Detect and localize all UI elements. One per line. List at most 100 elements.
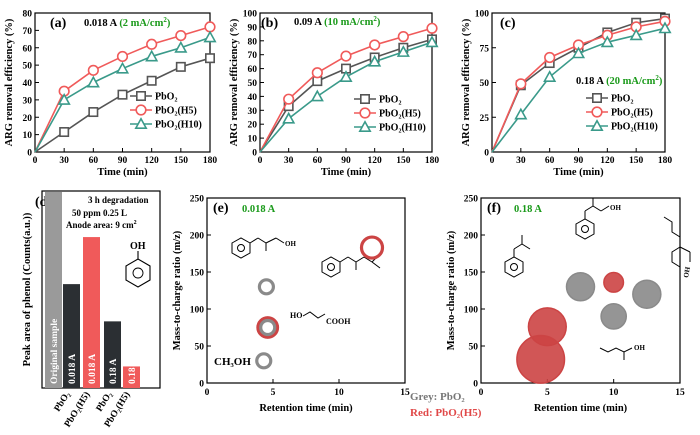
data-point-a-0 bbox=[146, 75, 157, 86]
panel-label-a: (a) bbox=[50, 16, 67, 31]
data-point-b-2 bbox=[396, 45, 410, 57]
y-tick-label-a: 10 bbox=[23, 131, 33, 141]
data-point-a-0 bbox=[175, 61, 186, 72]
x-tick-label-a: 30 bbox=[59, 156, 69, 166]
x-tick-label-b: 0 bbox=[258, 156, 263, 166]
condition-c-density: (20 mA/cm bbox=[606, 76, 656, 87]
panel-label-f: (f) bbox=[487, 201, 501, 216]
structure-glycolic-acid: HO COOH bbox=[290, 311, 351, 326]
x-tick-label-f: 15 bbox=[675, 388, 685, 398]
x-tick-label-f: 10 bbox=[609, 388, 619, 398]
data-point-a-0 bbox=[205, 53, 216, 64]
x-tick-label-c: 180 bbox=[658, 156, 673, 166]
y-tick-label-b: 10 bbox=[248, 135, 258, 145]
panel-e: (e) 0.018 A OH HO COOH bbox=[172, 195, 410, 415]
structure-methoxyacetic bbox=[599, 347, 633, 360]
note-degradation: 3 h degradation bbox=[88, 195, 149, 205]
bar-0 bbox=[45, 192, 62, 388]
y-tick-label-b: 60 bbox=[248, 65, 258, 75]
x-tick-label-f: 0 bbox=[479, 388, 484, 398]
y-tick-label-a: 50 bbox=[23, 62, 33, 72]
data-point-a-2 bbox=[203, 30, 217, 43]
y-axis-label-f: Mass-to-charge ratio (m/z) bbox=[446, 230, 457, 350]
legend-marker-c-2 bbox=[590, 119, 604, 131]
e-methanol-label: CH₃OH bbox=[214, 356, 251, 368]
x-tick-label-b: 150 bbox=[396, 156, 411, 166]
y-tick-label-a: 20 bbox=[23, 114, 33, 124]
x-tick-label-c: 90 bbox=[574, 156, 584, 166]
data-point-b-2 bbox=[368, 54, 382, 67]
data-point-a-0 bbox=[88, 107, 99, 118]
y-tick-label-f: 50 bbox=[469, 343, 479, 353]
data-point-a-1 bbox=[116, 50, 129, 63]
bubble-f-5 bbox=[516, 334, 566, 384]
data-point-b-2 bbox=[282, 111, 296, 124]
data-point-c-2 bbox=[629, 28, 643, 41]
data-point-a-1 bbox=[204, 21, 216, 33]
panel-label-b: (b) bbox=[261, 16, 278, 31]
plot-frame-d bbox=[41, 190, 161, 389]
plot-frame-f bbox=[480, 197, 681, 384]
panel-d: (d) 3 h degradation 50 ppm 0.25 L Anode … bbox=[22, 190, 161, 429]
phenol-oh-label: OH bbox=[130, 241, 146, 252]
bar-3 bbox=[104, 321, 121, 388]
legend-marker-b-0 bbox=[359, 94, 370, 105]
x-axis-label-a: Time (min) bbox=[97, 167, 148, 178]
bar-label-3: 0.18 A bbox=[109, 359, 119, 384]
x-tick-label-c: 120 bbox=[600, 156, 615, 166]
data-point-a-2 bbox=[174, 40, 188, 53]
y-tick-label-b: 50 bbox=[248, 79, 258, 89]
condition-b: 0.09 A (10 mA/cm2) bbox=[294, 15, 381, 28]
bar-label-1: 0.018 A bbox=[68, 354, 78, 384]
y-tick-label-e: 100 bbox=[190, 306, 205, 316]
phenol-structure: OH bbox=[125, 241, 151, 288]
x-tick-label-a: 0 bbox=[33, 156, 38, 166]
x-tick-label-a: 90 bbox=[118, 156, 128, 166]
y-axis-label-c: ARG removal efficiency (%) bbox=[461, 18, 472, 146]
y-tick-label-a: 80 bbox=[23, 10, 33, 20]
bubble-e-0 bbox=[257, 278, 275, 296]
data-point-a-2 bbox=[115, 61, 130, 74]
data-point-c-2 bbox=[658, 21, 672, 34]
condition-b-sup: 2 bbox=[373, 15, 377, 23]
y-tick-label-b: 20 bbox=[248, 121, 258, 131]
x-tick-label-b: 120 bbox=[368, 156, 383, 166]
y-tick-label-c: 25 bbox=[480, 114, 490, 124]
condition-c-sup: 2 bbox=[655, 74, 659, 82]
bar-4 bbox=[123, 366, 140, 388]
x-tick-label-b: 30 bbox=[284, 156, 294, 166]
y-tick-label-a: 30 bbox=[23, 96, 33, 106]
panel-f: (f) 0.18 A OH OH O bbox=[446, 195, 692, 415]
panel-a: (a) 0.018 A (2 mA/cm2) 0 30 60 90 120 150 180 0… bbox=[4, 10, 217, 179]
y-axis-label-d: Peak area of phenol (Counts(a.u.)) bbox=[22, 212, 33, 366]
y-tick-label-f: 0 bbox=[473, 380, 478, 390]
bar-2 bbox=[83, 237, 100, 388]
data-point-c-1 bbox=[544, 51, 556, 64]
structure-isopropoxybenzene bbox=[504, 235, 531, 278]
bubble-f-0 bbox=[565, 272, 596, 302]
y-axis-label-e: Mass-to-charge ratio (m/z) bbox=[172, 230, 183, 350]
y-tick-label-b: 0 bbox=[252, 149, 257, 159]
x-tick-label-a: 180 bbox=[203, 156, 218, 166]
panel-c: (c) 0.18 A (20 mA/cm2) 0 30 60 90 120 150 180 0… bbox=[461, 10, 672, 179]
x-tick-label-c: 30 bbox=[516, 156, 526, 166]
y-tick-label-f: 150 bbox=[464, 269, 479, 279]
legend-label-a-2: PbO₂(H10) bbox=[155, 120, 202, 131]
x-axis-label-f: Retention time (min) bbox=[534, 403, 628, 414]
legend-marker-a-1 bbox=[135, 104, 147, 116]
bubble-f-1 bbox=[603, 271, 625, 293]
data-point-b-1 bbox=[397, 31, 409, 43]
x-tick-label-b: 180 bbox=[425, 156, 440, 166]
condition-c: 0.18 A (20 mA/cm2) bbox=[576, 74, 663, 87]
data-point-b-2 bbox=[425, 35, 439, 48]
data-point-c-1 bbox=[515, 78, 527, 90]
condition-b-current: 0.09 A bbox=[294, 17, 322, 28]
e-oh-label-1: OH bbox=[285, 240, 296, 248]
e-cooh-label: COOH bbox=[326, 317, 351, 326]
data-point-b-2 bbox=[339, 70, 353, 82]
legend-marker-b-1 bbox=[359, 107, 371, 119]
plot-frame-e bbox=[206, 197, 406, 384]
panel-b: (b) 0.09 A (10 mA/cm2) 0 30 60 90 120 150 180 0… bbox=[229, 10, 439, 179]
panel-label-c: (c) bbox=[500, 16, 516, 31]
y-tick-label-e: 150 bbox=[190, 269, 205, 279]
